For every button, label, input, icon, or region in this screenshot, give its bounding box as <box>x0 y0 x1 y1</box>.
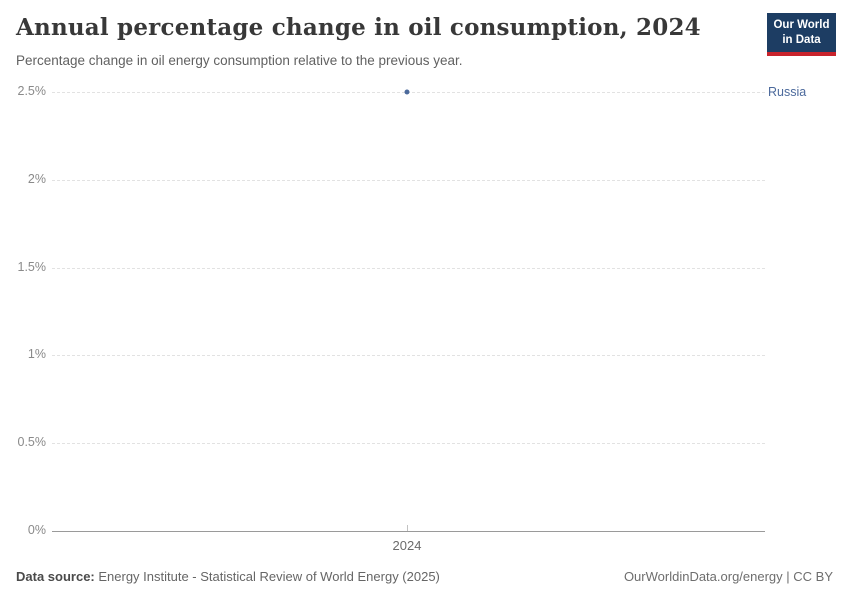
y-tick-label: 2% <box>27 171 46 186</box>
x-axis-line <box>52 531 765 532</box>
x-tick-label: 2024 <box>392 538 422 553</box>
x-axis-tick <box>407 525 408 531</box>
page-title: Annual percentage change in oil consumpt… <box>16 14 701 41</box>
y-tick-label: 1.5% <box>17 259 47 274</box>
y-tick-label: 1% <box>27 347 46 362</box>
gridline <box>52 355 765 357</box>
data-source-label: Data source: <box>16 569 95 584</box>
chart-subtitle: Percentage change in oil energy consumpt… <box>16 53 463 68</box>
owid-logo-line2: in Data <box>782 33 821 46</box>
gridline <box>52 267 765 269</box>
data-point-russia[interactable] <box>404 89 410 95</box>
y-tick-label: 2.5% <box>17 84 47 98</box>
data-source-text: Energy Institute - Statistical Review of… <box>94 569 440 584</box>
chart-footer: Data source: Energy Institute - Statisti… <box>16 569 833 584</box>
gridline <box>52 443 765 445</box>
license-note[interactable]: OurWorldinData.org/energy | CC BY <box>623 569 833 584</box>
y-tick-label: 0.5% <box>17 435 47 450</box>
data-source-note: Data source: Energy Institute - Statisti… <box>16 569 440 584</box>
gridline <box>52 179 765 181</box>
y-tick-label: 0% <box>27 523 46 537</box>
series-label-russia[interactable]: Russia <box>768 85 807 99</box>
owid-logo-line1: Our World <box>773 19 830 31</box>
owid-logo[interactable]: Our World in Data <box>767 13 836 56</box>
